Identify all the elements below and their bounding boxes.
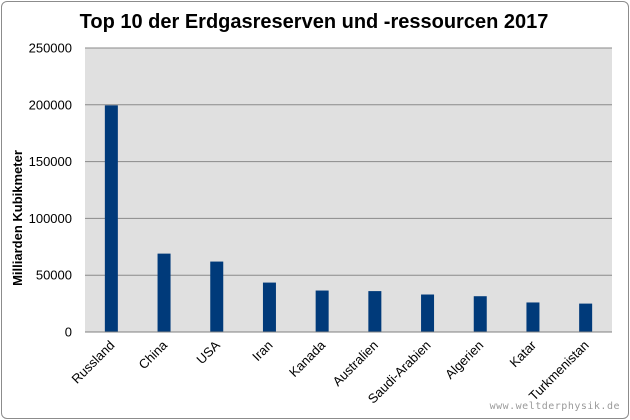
x-tick-label: USA (193, 337, 223, 367)
chart-title: Top 10 der Erdgasreserven und -ressource… (80, 11, 549, 33)
bar-saudi-arabien (421, 294, 435, 332)
bar-iran (262, 282, 276, 332)
y-tick-label: 250000 (29, 41, 72, 56)
bar-turkmenistan (579, 303, 593, 332)
y-axis-label: Milliarden Kubikmeter (10, 150, 25, 286)
x-tick-label: Katar (506, 337, 539, 370)
bar-katar (526, 302, 540, 332)
bar-china (157, 253, 171, 332)
bar-russland (104, 105, 118, 332)
plot-area (85, 48, 612, 332)
x-tick-label: Kanada (286, 337, 329, 380)
bars (104, 105, 593, 332)
y-tick-label: 200000 (29, 97, 72, 112)
y-tick-label: 50000 (36, 268, 72, 283)
y-axis-ticks: 0 50000 100000 150000 200000 250000 (29, 41, 72, 340)
x-tick-label: China (136, 337, 171, 372)
watermark: www.weltderphysik.de (490, 401, 620, 412)
y-tick-label: 150000 (29, 154, 72, 169)
x-axis-ticks: Russland China USA Iran Kanada AustralienSaud… (69, 337, 592, 406)
bar-usa (210, 261, 224, 332)
gridlines (85, 47, 612, 276)
x-tick-label: Algerien (442, 338, 486, 382)
bar-algerien (473, 296, 487, 332)
y-tick-label: 100000 (29, 211, 72, 226)
bar-australien (368, 291, 382, 332)
y-tick-label: 0 (65, 325, 72, 340)
x-tick-label: Australien (329, 338, 380, 389)
x-tick-label: Iran (249, 338, 275, 364)
x-tick-label: Russland (69, 338, 118, 387)
bar-kanada (315, 290, 329, 332)
